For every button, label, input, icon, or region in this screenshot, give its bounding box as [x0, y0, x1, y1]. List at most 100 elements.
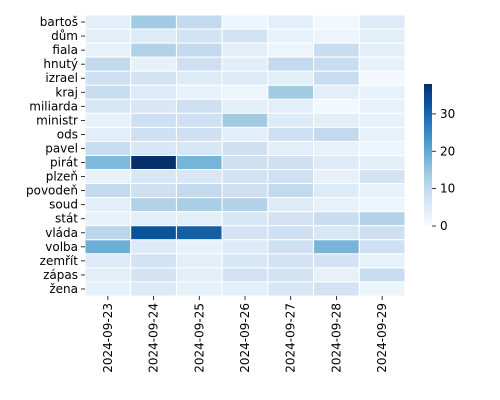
y-tick-label: zápas: [43, 268, 78, 282]
heatmap-cell: [313, 155, 360, 171]
heatmap-cell: [221, 267, 269, 283]
heatmap-cell: [313, 56, 360, 72]
heatmap-cells: [84, 14, 406, 297]
heatmap-cell: [130, 28, 177, 44]
heatmap-cell: [221, 14, 269, 30]
heatmap-cell: [267, 239, 315, 255]
heatmap-cell: [358, 56, 406, 72]
heatmap-cell: [175, 281, 223, 297]
heatmap-cell: [313, 281, 360, 297]
heatmap-cell: [221, 197, 269, 213]
heatmap-cell: [313, 140, 360, 156]
heatmap-cell: [175, 28, 223, 44]
heatmap-cell: [84, 197, 132, 213]
heatmap-cell: [175, 225, 223, 241]
heatmap-cell: [221, 42, 269, 58]
heatmap-cell: [84, 267, 132, 283]
y-tick-label: fiala: [52, 43, 78, 57]
heatmap-cell: [221, 28, 269, 44]
heatmap-cell: [267, 140, 315, 156]
heatmap-cell: [313, 28, 360, 44]
heatmap-cell: [175, 253, 223, 269]
heatmap-cell: [84, 225, 132, 241]
heatmap-cell: [175, 112, 223, 128]
heatmap-cell: [175, 126, 223, 142]
heatmap-cell: [313, 84, 360, 100]
colorbar-tick-label: 20: [440, 144, 455, 158]
y-tick-label: volba: [45, 240, 78, 254]
heatmap-cell: [221, 56, 269, 72]
x-tick-label: 2024-09-26: [238, 303, 252, 373]
heatmap-cell: [221, 126, 269, 142]
heatmap-cell: [358, 28, 406, 44]
heatmap-cell: [267, 84, 315, 100]
y-tick-label: povodeň: [26, 184, 78, 198]
heatmap-cell: [130, 126, 177, 142]
heatmap-cell: [221, 281, 269, 297]
y-tick-label: pavel: [45, 141, 78, 155]
heatmap-cell: [313, 70, 360, 86]
x-tick-label: 2024-09-23: [101, 303, 115, 373]
heatmap-cell: [313, 267, 360, 283]
y-tick-label: plzeň: [46, 170, 78, 184]
heatmap-cell: [267, 169, 315, 185]
heatmap-cell: [84, 183, 132, 199]
heatmap-cell: [267, 183, 315, 199]
heatmap-cell: [358, 42, 406, 58]
heatmap-cell: [221, 155, 269, 171]
heatmap-cell: [175, 169, 223, 185]
heatmap-cell: [84, 84, 132, 100]
y-tick-label: ministr: [36, 113, 78, 127]
heatmap-cell: [84, 98, 132, 114]
x-tick-labels: 2024-09-23 2024-09-24 2024-09-25 2024-09-26…: [101, 296, 389, 373]
heatmap-cell: [130, 42, 177, 58]
heatmap-cell: [84, 211, 132, 227]
heatmap-cell: [267, 98, 315, 114]
heatmap-cell: [130, 225, 177, 241]
heatmap-cell: [130, 140, 177, 156]
y-tick-labels: bartošdůmfialahnutýizraelkrajmiliardamin…: [26, 15, 85, 296]
heatmap-cell: [267, 281, 315, 297]
heatmap-cell: [130, 211, 177, 227]
y-tick-label: bartoš: [40, 15, 78, 29]
heatmap-cell: [221, 98, 269, 114]
heatmap-cell: [84, 70, 132, 86]
heatmap-cell: [313, 98, 360, 114]
heatmap-cell: [358, 14, 406, 30]
heatmap-cell: [358, 155, 406, 171]
y-tick-label: dům: [51, 29, 78, 43]
heatmap-cell: [84, 169, 132, 185]
heatmap-cell: [130, 267, 177, 283]
heatmap-cell: [358, 126, 406, 142]
heatmap-cell: [313, 126, 360, 142]
heatmap-cell: [267, 42, 315, 58]
heatmap-cell: [175, 98, 223, 114]
y-tick-label: ods: [57, 127, 78, 141]
heatmap-cell: [221, 169, 269, 185]
heatmap-cell: [358, 98, 406, 114]
heatmap-cell: [84, 140, 132, 156]
heatmap-cell: [175, 211, 223, 227]
y-tick-label: vláda: [45, 226, 78, 240]
heatmap-cell: [267, 56, 315, 72]
heatmap-cell: [221, 225, 269, 241]
heatmap-cell: [358, 239, 406, 255]
heatmap-cell: [313, 112, 360, 128]
y-tick-label: zemřít: [40, 254, 79, 268]
heatmap-cell: [313, 169, 360, 185]
heatmap-cell: [358, 267, 406, 283]
heatmap-cell: [84, 28, 132, 44]
x-tick-label: 2024-09-25: [192, 303, 206, 373]
heatmap-cell: [130, 112, 177, 128]
heatmap-cell: [175, 84, 223, 100]
heatmap-cell: [130, 253, 177, 269]
heatmap-cell: [221, 253, 269, 269]
heatmap-cell: [175, 14, 223, 30]
heatmap-cell: [358, 112, 406, 128]
heatmap-cell: [130, 70, 177, 86]
heatmap-cell: [221, 211, 269, 227]
heatmap-cell: [84, 56, 132, 72]
heatmap-cell: [313, 183, 360, 199]
heatmap-cell: [267, 253, 315, 269]
